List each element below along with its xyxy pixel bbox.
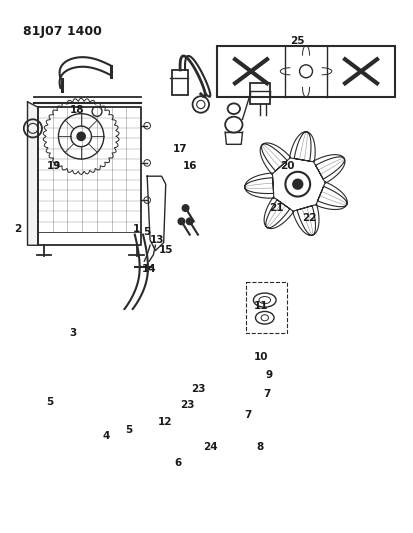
Text: 12: 12 [157, 417, 172, 427]
Text: 6: 6 [174, 458, 181, 468]
Text: 20: 20 [280, 160, 294, 171]
Text: 24: 24 [202, 442, 217, 452]
Text: 5: 5 [47, 397, 54, 407]
Text: 16: 16 [183, 160, 197, 171]
Text: 19: 19 [46, 160, 61, 171]
Circle shape [186, 218, 192, 224]
Text: 23: 23 [180, 400, 194, 410]
Bar [246, 282, 287, 333]
Text: 14: 14 [142, 264, 156, 274]
Text: 5: 5 [125, 425, 132, 435]
Text: 15: 15 [158, 245, 173, 254]
Circle shape [178, 218, 184, 224]
Text: 10: 10 [253, 352, 267, 362]
Text: 22: 22 [301, 213, 316, 223]
Text: 11: 11 [253, 301, 267, 311]
Circle shape [77, 132, 85, 141]
Text: 2: 2 [14, 224, 21, 235]
Circle shape [292, 179, 302, 189]
Text: 9: 9 [265, 370, 272, 381]
Text: 18: 18 [70, 105, 84, 115]
Text: 7: 7 [244, 410, 252, 420]
Bar [250, 83, 269, 104]
Text: 17: 17 [173, 143, 187, 154]
Text: 25: 25 [289, 36, 304, 46]
Text: 13: 13 [149, 235, 164, 245]
Text: 4: 4 [102, 432, 109, 441]
Text: 81J07 1400: 81J07 1400 [23, 25, 102, 38]
Text: 8: 8 [256, 442, 263, 452]
Text: 1: 1 [133, 224, 140, 235]
Text: 7: 7 [263, 389, 270, 399]
Polygon shape [27, 102, 38, 245]
Text: 3: 3 [69, 328, 76, 338]
Text: 23: 23 [191, 384, 206, 394]
Bar [217, 46, 394, 96]
Bar [171, 70, 187, 95]
Text: 5: 5 [143, 227, 150, 237]
Circle shape [182, 205, 188, 212]
Text: 21: 21 [268, 203, 283, 213]
